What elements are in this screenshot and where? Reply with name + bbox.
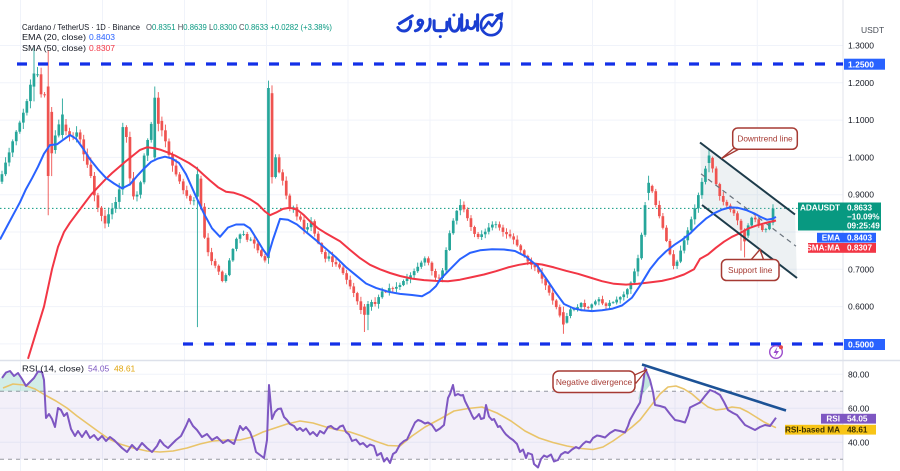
svg-text:0.5000: 0.5000 bbox=[848, 340, 874, 350]
svg-text:Downtrend line: Downtrend line bbox=[737, 134, 793, 144]
svg-text:80.00: 80.00 bbox=[848, 369, 870, 379]
svg-text:0.6000: 0.6000 bbox=[848, 302, 874, 312]
svg-text:Support line: Support line bbox=[728, 265, 773, 275]
svg-text:1.0000: 1.0000 bbox=[848, 152, 874, 162]
svg-text:60.00: 60.00 bbox=[848, 403, 870, 413]
svg-text:ADAUSDT: ADAUSDT bbox=[800, 204, 840, 213]
svg-text:EMA: EMA bbox=[822, 233, 840, 242]
svg-text:54.05: 54.05 bbox=[88, 364, 110, 374]
svg-text:EMA (20, close): EMA (20, close) bbox=[22, 32, 86, 42]
svg-text:0.7000: 0.7000 bbox=[848, 264, 874, 274]
svg-text:0.8307: 0.8307 bbox=[89, 43, 115, 53]
svg-text:54.05: 54.05 bbox=[847, 414, 868, 423]
svg-text:0.8403: 0.8403 bbox=[89, 32, 115, 42]
svg-text:1.1000: 1.1000 bbox=[848, 115, 874, 125]
svg-text:Negative divergence: Negative divergence bbox=[556, 377, 633, 387]
svg-text:RSI: RSI bbox=[826, 414, 840, 423]
svg-text:48.61: 48.61 bbox=[847, 425, 868, 434]
svg-text:−10.09%: −10.09% bbox=[847, 213, 880, 222]
svg-text:USDT: USDT bbox=[861, 25, 884, 35]
svg-text:1.2500: 1.2500 bbox=[848, 59, 874, 69]
svg-text:RSI-based MA: RSI-based MA bbox=[785, 425, 840, 434]
svg-text:0.8403: 0.8403 bbox=[847, 233, 872, 242]
svg-text:SMA:MA: SMA:MA bbox=[806, 244, 840, 253]
svg-text:48.61: 48.61 bbox=[114, 364, 136, 374]
svg-text:09:25:49: 09:25:49 bbox=[847, 222, 880, 231]
svg-text:Cardano / TetherUS · 1D · Bina: Cardano / TetherUS · 1D · Binance bbox=[22, 22, 140, 32]
svg-text:40.00: 40.00 bbox=[848, 437, 870, 447]
svg-text:O0.8351 H0.8639 L0.8300 C0.863: O0.8351 H0.8639 L0.8300 C0.8633 +0.0282 … bbox=[146, 22, 332, 32]
svg-text:0.8633: 0.8633 bbox=[847, 204, 872, 213]
svg-text:SMA (50, close): SMA (50, close) bbox=[22, 43, 86, 53]
svg-text:1.2000: 1.2000 bbox=[848, 78, 874, 88]
svg-text:RSI (14, close): RSI (14, close) bbox=[22, 364, 84, 374]
svg-text:0.8307: 0.8307 bbox=[847, 244, 872, 253]
svg-text:1.3000: 1.3000 bbox=[848, 41, 874, 51]
svg-text:0.9000: 0.9000 bbox=[848, 190, 874, 200]
